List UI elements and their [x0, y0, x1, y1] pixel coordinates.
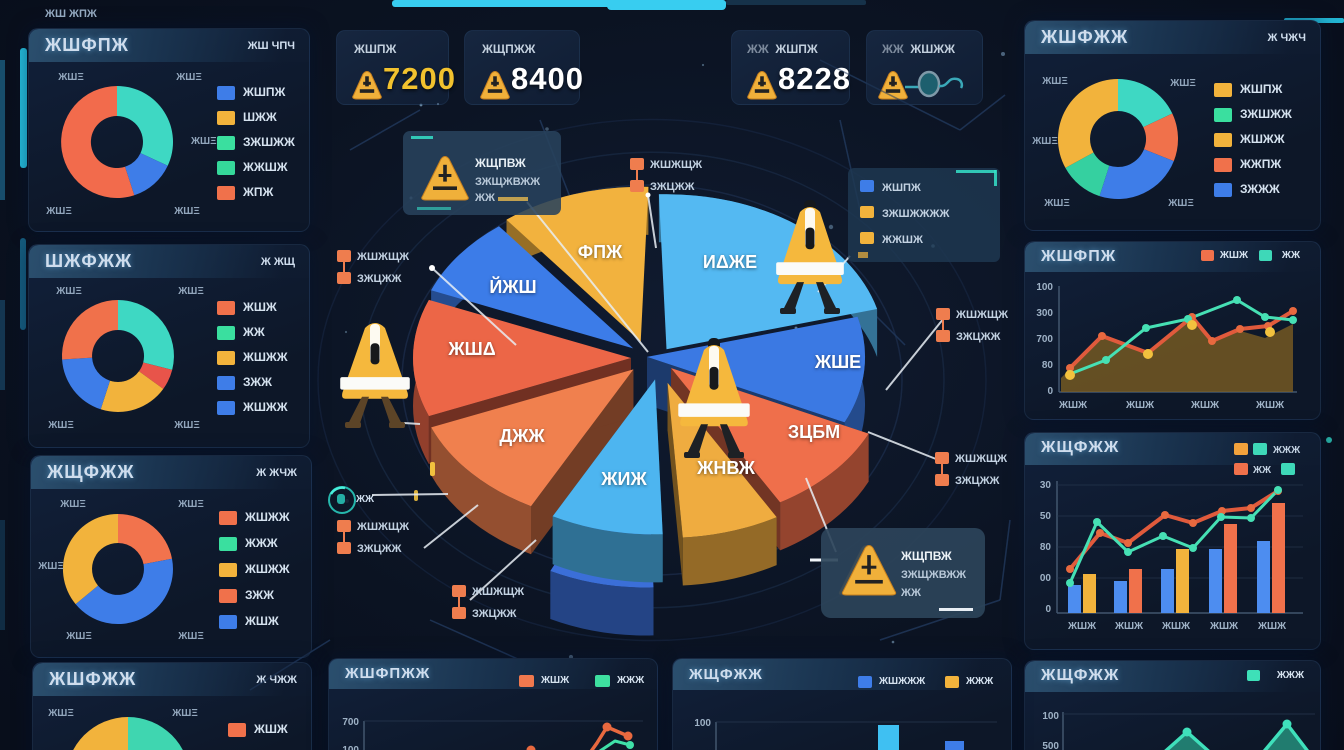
svg-text:ЖШЖ: ЖШЖ — [1114, 621, 1144, 632]
svg-text:ЖШΞ: ЖШΞ — [45, 206, 72, 217]
svg-text:ЖШЖ: ЖШЖ — [1255, 400, 1285, 411]
svg-text:ДЖЖ: ДЖЖ — [499, 426, 545, 446]
svg-text:ЗЖЦЖЖ: ЗЖЦЖЖ — [955, 475, 1000, 487]
svg-text:ЖШΞ: ЖШΞ — [171, 708, 198, 719]
svg-text:ЖЖ: ЖЖ — [900, 587, 921, 599]
svg-text:700: 700 — [342, 717, 359, 728]
svg-text:ЖШΞ: ЖШΞ — [190, 136, 217, 147]
svg-text:ЖШΞ: ЖШΞ — [1031, 136, 1058, 147]
svg-text:100: 100 — [342, 745, 359, 750]
svg-text:ЖШΞ: ЖШΞ — [173, 420, 200, 431]
svg-text:ЗЖЦЖЖ: ЗЖЦЖЖ — [472, 608, 517, 620]
svg-text:ЖЖ: ЖЖ — [355, 494, 375, 505]
svg-text:ФПЖ: ФПЖ — [578, 242, 623, 262]
svg-text:ЖШΞ: ЖШΞ — [1043, 198, 1070, 209]
svg-text:ЖШЖЩЖ: ЖШЖЩЖ — [356, 251, 409, 263]
svg-text:0: 0 — [1047, 386, 1053, 397]
svg-text:30: 30 — [1040, 480, 1052, 491]
svg-text:ЖШЕ: ЖШЕ — [814, 352, 861, 372]
svg-text:100: 100 — [694, 718, 711, 729]
svg-text:ЗЖШЖЖЖЖ: ЗЖШЖЖЖЖ — [882, 208, 949, 220]
svg-text:ЖШЖЩЖ: ЖШЖЩЖ — [649, 159, 702, 171]
svg-text:80: 80 — [1042, 360, 1054, 371]
svg-text:ЖШΞ: ЖШΞ — [1041, 76, 1068, 87]
svg-text:ЗЖЦЖЖ: ЗЖЦЖЖ — [357, 543, 402, 555]
svg-text:ЖЖ: ЖЖ — [474, 192, 495, 204]
svg-text:ЖШΞ: ЖШΞ — [57, 72, 84, 83]
svg-text:ЖШЖ: ЖШЖ — [1161, 621, 1191, 632]
svg-text:ЖШΔ: ЖШΔ — [447, 339, 495, 359]
svg-text:100: 100 — [1036, 282, 1053, 293]
svg-text:ЖШЖЩЖ: ЖШЖЩЖ — [356, 521, 409, 533]
svg-text:ЖШЖ: ЖШЖ — [1125, 400, 1155, 411]
svg-text:ЗЖЦЖЖ: ЗЖЦЖЖ — [357, 273, 402, 285]
svg-text:ЖШΞ: ЖШΞ — [175, 72, 202, 83]
svg-text:700: 700 — [1036, 334, 1053, 345]
svg-text:50: 50 — [1040, 511, 1052, 522]
svg-text:ЖШΞ: ЖШΞ — [59, 499, 86, 510]
svg-text:ЖШЖ: ЖШЖ — [1058, 400, 1088, 411]
svg-text:ЗЦБМ: ЗЦБМ — [788, 422, 840, 442]
svg-text:ЖШΞ: ЖШΞ — [177, 286, 204, 297]
svg-text:ЖШΞ: ЖШΞ — [177, 631, 204, 642]
svg-text:0: 0 — [1045, 604, 1051, 615]
svg-text:ЖЖШЖ: ЖЖШЖ — [881, 234, 923, 246]
svg-text:500: 500 — [1042, 741, 1059, 750]
svg-text:100: 100 — [1042, 711, 1059, 722]
svg-text:ЗЖЩЖВЖЖ: ЗЖЩЖВЖЖ — [475, 176, 540, 188]
svg-text:ЗЖЩЖВЖЖ: ЗЖЩЖВЖЖ — [901, 569, 966, 581]
svg-text:ЖШΞ: ЖШΞ — [1169, 78, 1196, 89]
svg-text:ЖЩПВЖ: ЖЩПВЖ — [900, 549, 952, 563]
svg-text:ЗЖЦЖЖ: ЗЖЦЖЖ — [956, 331, 1001, 343]
svg-text:ЖЖЖ: ЖЖЖ — [1272, 445, 1301, 456]
svg-text:00: 00 — [1040, 573, 1052, 584]
svg-text:ЖШЖЩЖ: ЖШЖЩЖ — [471, 586, 524, 598]
svg-text:ЖШΞ: ЖШΞ — [55, 286, 82, 297]
svg-text:ЖШЖ: ЖШЖ — [1209, 621, 1239, 632]
svg-text:ЖШЖ: ЖШЖ — [1190, 400, 1220, 411]
svg-text:ЖШЖ: ЖШЖ — [1257, 621, 1287, 632]
svg-text:ЖШΞ: ЖШΞ — [47, 708, 74, 719]
svg-text:ЖШΞ: ЖШΞ — [47, 420, 74, 431]
svg-text:80: 80 — [1040, 542, 1052, 553]
svg-text:ЖШПЖ: ЖШПЖ — [881, 182, 921, 194]
svg-text:ЖШЖЩЖ: ЖШЖЩЖ — [955, 309, 1008, 321]
svg-text:ЖШЖЩЖ: ЖШЖЩЖ — [954, 453, 1007, 465]
svg-text:ЖНВЖ: ЖНВЖ — [696, 458, 756, 478]
svg-text:ЖШΞ: ЖШΞ — [177, 499, 204, 510]
svg-text:ЖШΞ: ЖШΞ — [65, 631, 92, 642]
svg-text:ЖШΞ: ЖШΞ — [173, 206, 200, 217]
svg-text:ИΔЖЕ: ИΔЖЕ — [703, 252, 757, 272]
svg-text:300: 300 — [1036, 308, 1053, 319]
svg-text:ЖШЖ: ЖШЖ — [1067, 621, 1097, 632]
svg-text:ЙЖШ: ЙЖШ — [489, 276, 536, 297]
svg-text:ЖЩПВЖ: ЖЩПВЖ — [474, 156, 526, 170]
svg-text:ЗЖЦЖЖ: ЗЖЦЖЖ — [650, 181, 695, 193]
svg-text:ЖШΞ: ЖШΞ — [37, 561, 64, 572]
svg-text:ЖИЖ: ЖИЖ — [600, 469, 647, 489]
svg-text:ЖШΞ: ЖШΞ — [1167, 198, 1194, 209]
svg-text:ЖЖ: ЖЖ — [1252, 465, 1272, 476]
